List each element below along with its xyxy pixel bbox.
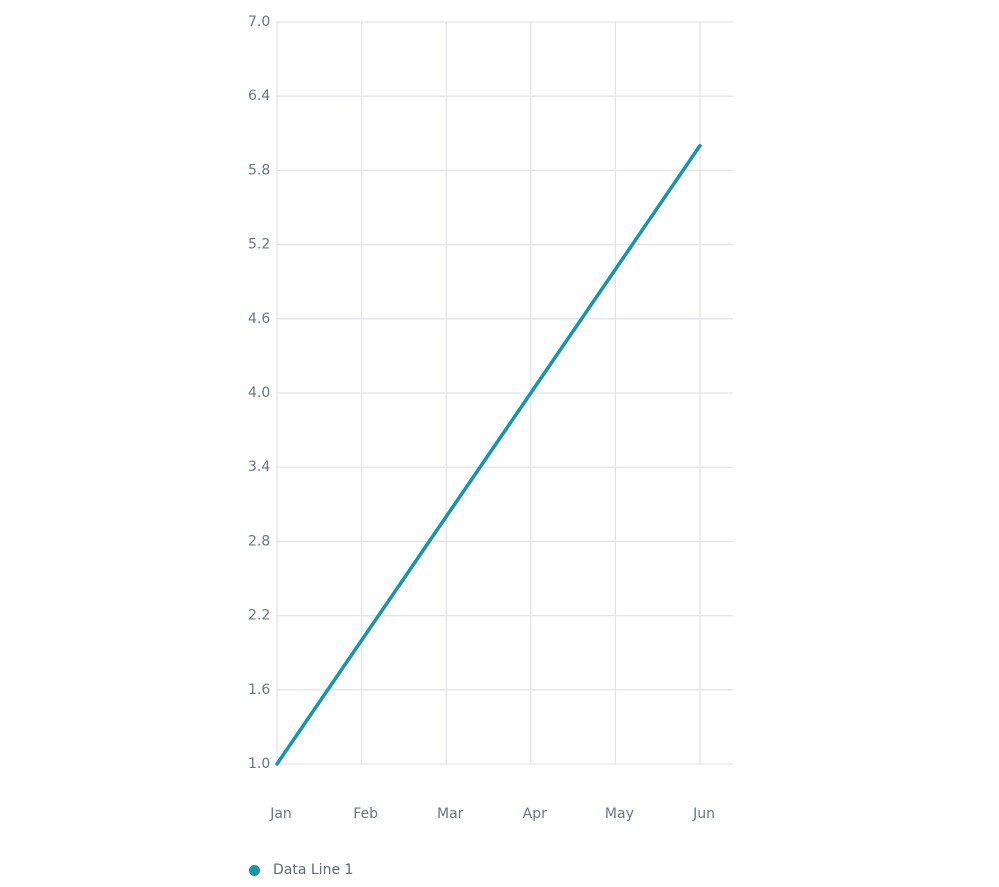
y-axis-tick-labels: 1.0 1.6 2.2 2.8 3.4 4.0 4.6 5.2 5.8 6.4 7.0 <box>248 14 270 772</box>
y-tick-label: 1.6 <box>248 682 270 698</box>
x-axis-tick-labels: Jan Feb Mar Apr May Jun <box>269 806 715 822</box>
y-tick-label: 5.2 <box>248 237 270 253</box>
x-tick-label: May <box>605 806 634 822</box>
y-tick-label: 6.4 <box>248 88 270 104</box>
y-tick-label: 5.8 <box>248 162 270 178</box>
x-tick-label: Jan <box>269 806 292 822</box>
y-tick-label: 1.0 <box>248 756 270 772</box>
x-tick-label: Feb <box>353 806 378 822</box>
series-layer <box>275 143 702 766</box>
y-tick-label: 2.2 <box>248 608 270 624</box>
legend-marker-data-line-1 <box>249 864 260 876</box>
x-tick-label: Jun <box>692 806 715 822</box>
y-tick-label: 4.0 <box>248 385 270 401</box>
y-tick-label: 4.6 <box>248 311 270 327</box>
x-tick-label: Apr <box>523 806 547 822</box>
legend-label-data-line-1: Data Line 1 <box>273 862 354 878</box>
horizontal-gridlines <box>277 21 733 765</box>
y-tick-label: 7.0 <box>248 14 270 30</box>
series-line-1 <box>275 143 702 766</box>
y-tick-label: 2.8 <box>248 533 270 549</box>
y-tick-label: 3.4 <box>248 459 270 475</box>
x-tick-label: Mar <box>437 806 464 822</box>
legend: Data Line 1 <box>249 859 353 881</box>
